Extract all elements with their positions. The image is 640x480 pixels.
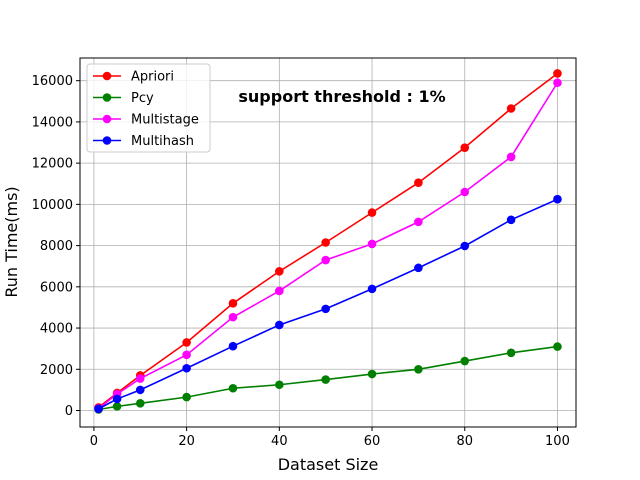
legend-marker — [102, 71, 112, 81]
data-point-multihash — [275, 320, 284, 330]
legend-item-apriori: Apriori — [93, 70, 174, 85]
x-axis-label: Dataset Size — [278, 455, 379, 474]
data-point-pcy — [553, 342, 562, 351]
data-point-pcy — [367, 369, 377, 379]
data-point-multistage — [460, 187, 470, 197]
legend-item-multistage: Multistage — [93, 113, 199, 128]
y-tick-label: 6000 — [40, 280, 73, 295]
axis-ticks: 0 20 40 60 80 100 0 2000 4000 6000 8000 10000 12000 1… — [32, 74, 570, 449]
data-point-apriori — [275, 267, 284, 276]
series-multihash — [94, 194, 562, 414]
data-point-pcy — [460, 356, 470, 366]
data-point-apriori — [506, 104, 516, 113]
data-point-multihash — [367, 284, 377, 294]
y-tick-label: 14000 — [32, 115, 73, 130]
legend-label: Pcy — [131, 91, 154, 106]
legend-marker — [102, 93, 112, 102]
legend-marker — [102, 136, 112, 145]
data-point-multistage — [321, 255, 330, 265]
data-point-multihash — [553, 194, 562, 204]
y-tick-label: 4000 — [40, 322, 73, 337]
data-point-apriori — [460, 143, 470, 152]
legend-box — [86, 63, 211, 153]
data-point-multistage — [182, 350, 191, 360]
data-point-apriori — [321, 238, 330, 247]
legend: Apriori Pcy Multistage Multihash — [86, 63, 211, 153]
data-point-pcy — [135, 398, 145, 408]
data-point-pcy — [506, 348, 516, 358]
data-point-pcy — [112, 402, 122, 411]
y-tick-label: 0 — [65, 404, 73, 419]
y-tick-label: 8000 — [40, 239, 73, 254]
y-tick-label: 10000 — [32, 198, 73, 213]
legend-marker — [102, 114, 112, 124]
data-point-apriori — [228, 299, 238, 308]
series-line-multistage — [98, 82, 559, 410]
y-tick-label: 2000 — [40, 363, 73, 378]
data-point-multistage — [414, 217, 423, 227]
data-point-multistage — [367, 239, 377, 249]
x-tick-label: 80 — [456, 434, 473, 449]
data-point-multihash — [321, 304, 330, 314]
plot-frame — [79, 57, 577, 428]
data-point-multihash — [414, 263, 423, 273]
x-tick-label: 0 — [90, 434, 98, 449]
data-point-multistage — [275, 286, 284, 296]
data-point-multihash — [182, 363, 191, 373]
legend-item-multihash: Multihash — [93, 134, 194, 149]
data-point-multihash — [94, 404, 103, 414]
data-point-apriori — [182, 338, 191, 347]
data-point-multistage — [135, 374, 145, 383]
data-point-apriori — [367, 208, 377, 217]
legend-item-pcy: Pcy — [93, 91, 154, 106]
y-axis-label: Run Time(ms) — [2, 186, 21, 297]
data-point-multistage — [228, 312, 238, 322]
legend-label: Multihash — [131, 134, 194, 149]
x-tick-label: 20 — [178, 434, 195, 449]
data-point-multihash — [228, 341, 238, 351]
data-point-multihash — [506, 215, 516, 225]
y-tick-label: 16000 — [32, 74, 73, 89]
data-point-multistage — [506, 152, 516, 162]
data-point-pcy — [182, 392, 191, 402]
data-point-multihash — [135, 385, 145, 395]
data-point-pcy — [414, 364, 423, 374]
x-tick-label: 100 — [545, 434, 570, 449]
data-point-multihash — [460, 241, 470, 251]
data-point-pcy — [228, 383, 238, 393]
series-group — [94, 69, 562, 414]
chart-annotation: support threshold : 1% — [238, 87, 445, 106]
legend-label: Apriori — [131, 70, 174, 85]
data-point-pcy — [321, 375, 330, 384]
data-point-apriori — [414, 178, 423, 188]
data-point-multistage — [553, 78, 562, 88]
y-tick-label: 12000 — [32, 157, 73, 172]
data-point-apriori — [553, 69, 562, 78]
data-point-multihash — [112, 394, 122, 404]
x-tick-label: 60 — [364, 434, 381, 449]
x-tick-label: 40 — [271, 434, 288, 449]
data-point-pcy — [275, 380, 284, 390]
legend-label: Multistage — [131, 113, 199, 128]
